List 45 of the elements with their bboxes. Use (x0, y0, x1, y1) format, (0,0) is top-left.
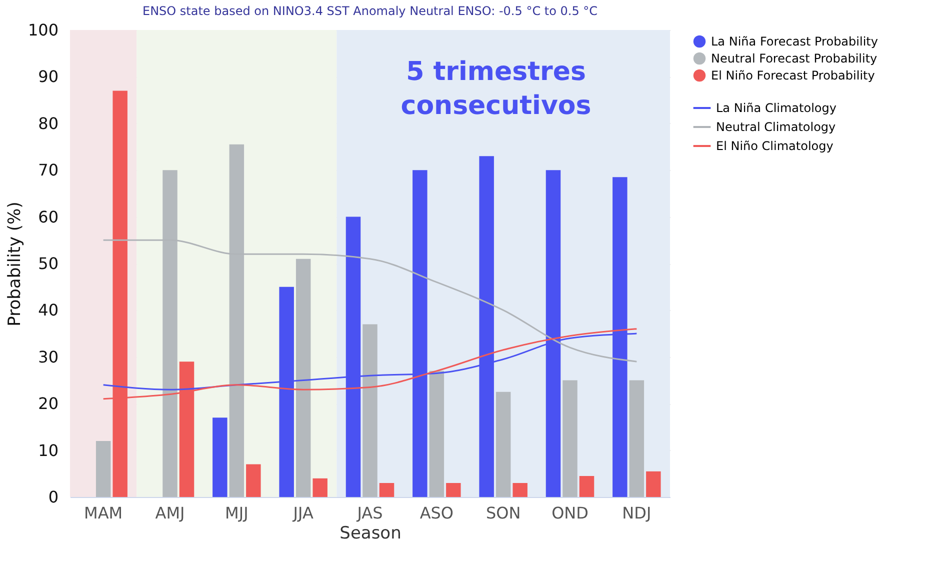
bar (646, 471, 661, 497)
bar (496, 392, 511, 497)
y-tick-label: 80 (38, 114, 58, 133)
y-tick-label: 20 (38, 394, 58, 414)
bar (562, 380, 578, 497)
legend-label: Neutral Climatology (716, 120, 836, 134)
y-tick-label: 0 (48, 488, 58, 506)
y-tick-label: 30 (38, 347, 58, 366)
bar (362, 324, 378, 497)
x-tick-label: OND (552, 504, 588, 522)
x-tick-label: JAS (356, 504, 383, 522)
bar (246, 464, 261, 497)
y-tick-label: 40 (38, 300, 58, 320)
x-tick-label: MAM (84, 504, 123, 522)
y-axis-title: Probability (%) (4, 202, 25, 326)
bar (296, 258, 311, 497)
bar (96, 440, 111, 497)
y-tick-label: 50 (38, 254, 58, 273)
legend-label: El Niño Forecast Probability (711, 68, 875, 82)
bar (579, 476, 594, 497)
bar (212, 418, 228, 497)
y-tick-label: 10 (38, 440, 58, 460)
x-tick-label: NDJ (622, 504, 652, 522)
legend-label: La Niña Forecast Probability (711, 34, 878, 48)
y-tick-label: 60 (38, 207, 58, 226)
x-tick-label: SON (486, 504, 521, 522)
bar (312, 478, 328, 497)
y-tick-label: 100 (28, 20, 58, 40)
bar (512, 482, 528, 497)
legend-label: El Niño Climatology (716, 139, 834, 153)
y-tick-label: 90 (38, 67, 58, 86)
legend-label: La Niña Climatology (716, 101, 836, 115)
x-tick-label: AMJ (155, 504, 185, 522)
bar (379, 482, 394, 497)
x-tick-label: ASO (420, 504, 454, 522)
chart-title: ENSO state based on NINO3.4 SST Anomaly Neutral ENSO: -0.5 °C to 0.5 °C (142, 4, 598, 18)
x-tick-label: MJJ (225, 504, 248, 522)
annotation: 5 trimestres consecutivos (400, 57, 592, 121)
y-tick-label: 70 (38, 160, 58, 180)
bar (446, 482, 461, 497)
bar (629, 380, 644, 497)
legend-label: Neutral Forecast Probability (711, 52, 878, 66)
bar (429, 370, 444, 497)
x-tick-label: JJA (292, 504, 314, 522)
x-axis-title: Season (340, 524, 402, 544)
